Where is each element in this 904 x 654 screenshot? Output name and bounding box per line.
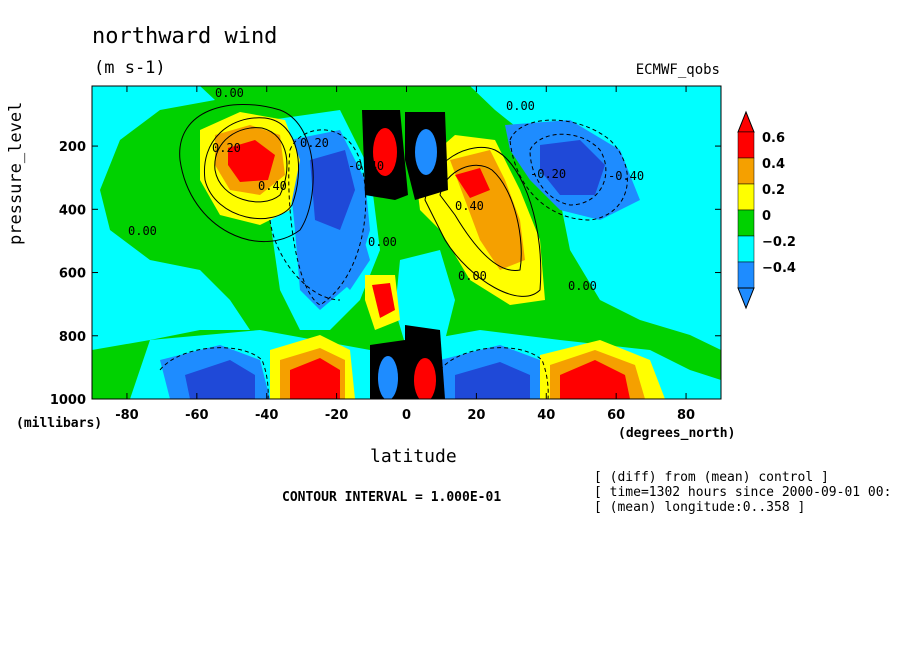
- contour-line: [214, 127, 288, 203]
- contour-value-label: 0.00: [458, 269, 487, 283]
- contour-line: [424, 146, 542, 297]
- x-tick-label: -80: [115, 408, 139, 423]
- contour-value-label: 0.20: [212, 141, 241, 155]
- contour-label-layer: 0.00 0.00 0.20 -0.40 0.40 0.00 -0.20 0.40 0.00 0.…: [128, 86, 644, 293]
- y-tick-label: 600: [59, 267, 86, 282]
- colorbar-swatch: [737, 209, 755, 237]
- region-core-pos: [228, 140, 275, 182]
- contour-value-label: -0.40: [608, 169, 644, 183]
- colorbar-label: −0.2: [762, 235, 796, 250]
- surface-neg-center: [378, 356, 398, 399]
- y-axis-units: (millibars): [16, 416, 103, 431]
- region-core-pos: [372, 283, 395, 318]
- contour-value-label: 0.00: [128, 224, 157, 238]
- x-tick-label: -40: [255, 408, 279, 423]
- contour-value-label: 0.00: [368, 235, 397, 249]
- region-strong-neg: [330, 225, 370, 290]
- x-tick-label: -60: [185, 408, 209, 423]
- y-tick-label: 200: [59, 140, 86, 155]
- contour-line: [288, 129, 367, 306]
- contour-interval: CONTOUR INTERVAL = 1.000E-01: [282, 490, 502, 505]
- colorbar-swatch: [737, 235, 755, 263]
- contour-line: [439, 347, 549, 399]
- colorbar-swatch: [737, 131, 755, 159]
- contour-value-label: 0.20: [300, 136, 329, 150]
- contour-value-label: 0.00: [506, 99, 535, 113]
- y-tick-label: 400: [59, 203, 86, 218]
- x-tick-label: 20: [467, 408, 485, 423]
- region-core-neg: [540, 140, 605, 195]
- colorbar-swatch: [737, 261, 755, 289]
- colorbar-swatch: [737, 157, 755, 185]
- x-tick-label: 80: [677, 408, 695, 423]
- contour-line: [203, 117, 299, 220]
- contour-value-label: -0.40: [348, 159, 384, 173]
- contour-line: [439, 164, 522, 271]
- region-core-pos: [455, 168, 490, 198]
- contour-line: [179, 103, 314, 243]
- x-axis-units: (degrees_north): [618, 426, 736, 441]
- x-tick-label: 60: [607, 408, 625, 423]
- y-tick-label: 1000: [50, 393, 86, 408]
- colorbar-label: 0.4: [762, 157, 785, 172]
- region-core-neg: [455, 362, 530, 399]
- surface-pos-center: [414, 358, 436, 399]
- x-tick-label: -20: [325, 408, 349, 423]
- colorbar-label: 0: [762, 209, 771, 224]
- equator-neg-center: [415, 129, 437, 175]
- y-tick-label: 800: [59, 330, 86, 345]
- region-core-neg: [185, 360, 255, 399]
- colorbar-label: 0.6: [762, 131, 785, 146]
- colorbar-label: 0.2: [762, 183, 785, 198]
- colorbar-bottom-arrow: [737, 287, 755, 310]
- region-core-pos: [290, 358, 340, 399]
- contour-line: [529, 133, 607, 206]
- colorbar-top-arrow: [737, 110, 755, 133]
- contour-value-label: 0.00: [215, 86, 244, 100]
- region-neg: [92, 86, 250, 350]
- x-axis-label: latitude: [370, 446, 457, 467]
- region-core-pos: [560, 360, 630, 399]
- colorbar: 0.6 0.4 0.2 0 −0.2 −0.4: [737, 110, 796, 310]
- note-line: [ (mean) longitude:0..358 ]: [594, 500, 806, 515]
- dataset-label: ECMWF_qobs: [635, 62, 720, 78]
- note-line: [ (diff) from (mean) control ]: [594, 470, 829, 485]
- contour-line: [509, 119, 628, 221]
- contour-lines: [179, 103, 542, 297]
- y-axis-ticks: 200 400 600 800 1000: [50, 140, 721, 408]
- colorbar-label: −0.4: [762, 261, 796, 276]
- chart-title: northward wind: [92, 24, 278, 49]
- contour-value-label: -0.20: [530, 167, 566, 181]
- contour-value-label: 0.40: [455, 199, 484, 213]
- note-line: [ time=1302 hours since 2000-09-01 00:: [594, 485, 892, 500]
- units-label: (m s-1): [94, 58, 166, 78]
- negative-contours: [159, 119, 628, 399]
- equator-pos-center: [373, 128, 397, 176]
- x-tick-label: 0: [402, 408, 411, 423]
- contour-value-label: 0.00: [568, 279, 597, 293]
- contour-line: [159, 347, 269, 399]
- x-tick-label: 40: [537, 408, 555, 423]
- region-core-neg: [310, 150, 355, 230]
- notes-block: [ (diff) from (mean) control ] [ time=13…: [594, 470, 891, 515]
- x-axis-ticks: -80 -60 -40 -20 0 20 40 60 80: [115, 86, 695, 423]
- contour-value-label: 0.40: [258, 179, 287, 193]
- contour-field: [92, 86, 721, 399]
- colorbar-swatch: [737, 183, 755, 211]
